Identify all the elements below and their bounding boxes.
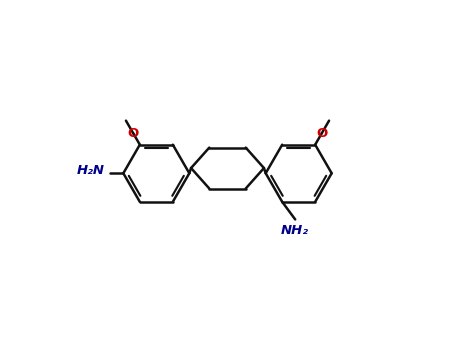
Text: O: O	[127, 127, 139, 140]
Text: H₂N: H₂N	[76, 164, 104, 177]
Text: O: O	[316, 127, 328, 140]
Text: NH₂: NH₂	[281, 224, 309, 237]
